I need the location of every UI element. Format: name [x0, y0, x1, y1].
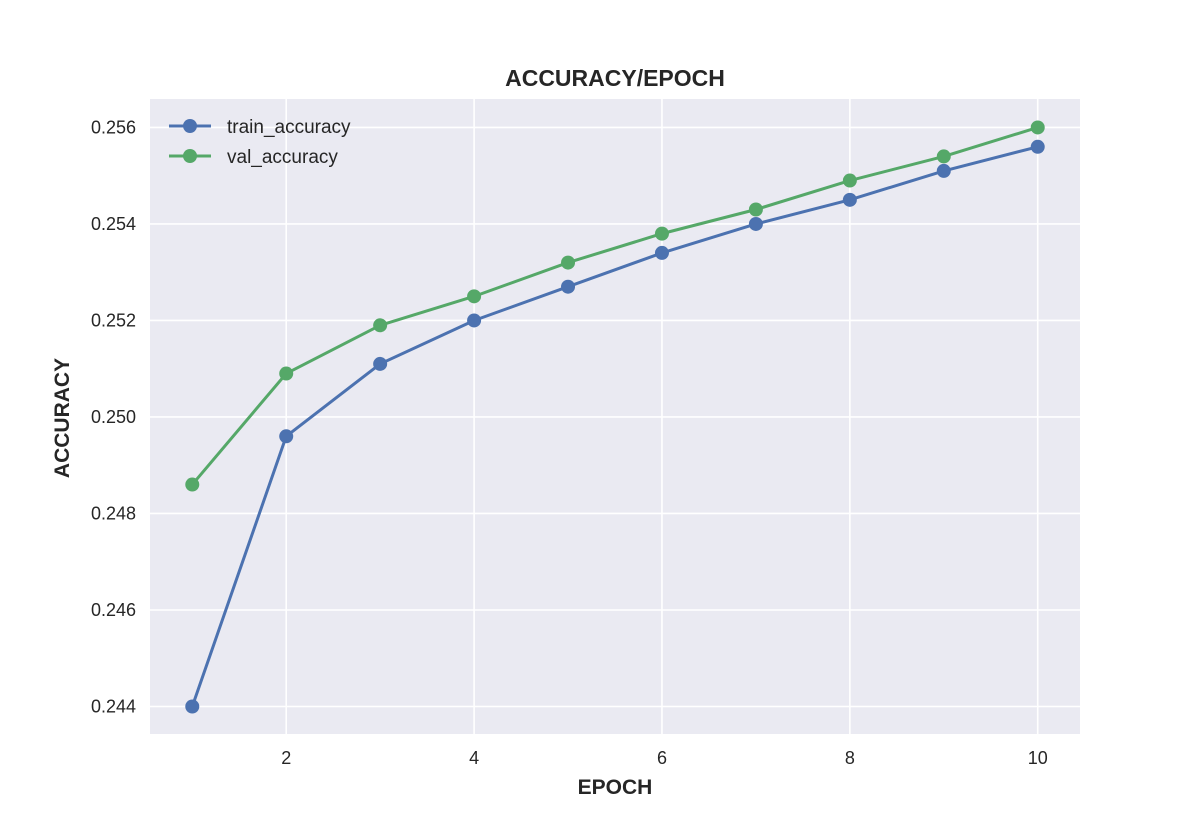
series-line-train-accuracy — [190, 145, 1040, 708]
y-tick-label: 0.246 — [91, 600, 136, 620]
x-tick-label: 6 — [657, 748, 667, 768]
data-point-val-accuracy — [467, 289, 482, 304]
legend-marker-val-accuracy — [183, 149, 197, 163]
data-point-train-accuracy — [842, 192, 857, 207]
data-point-val-accuracy — [373, 318, 388, 333]
data-point-train-accuracy — [748, 216, 763, 231]
data-point-train-accuracy — [654, 245, 669, 260]
data-point-train-accuracy — [279, 429, 294, 444]
y-tick-label: 0.244 — [91, 696, 136, 716]
tick-labels: 2 4 6 8 10 0.244 0.246 0.248 0.250 0.252 0.254 0.25… — [91, 117, 1048, 768]
data-point-val-accuracy — [842, 173, 857, 188]
legend-label-train-accuracy: train_accuracy — [227, 117, 351, 138]
series-line-val-accuracy — [190, 125, 1040, 487]
chart-title: ACCURACY/EPOCH — [505, 65, 725, 91]
data-point-train-accuracy — [373, 356, 388, 371]
series-layer — [185, 120, 1045, 714]
y-tick-label: 0.252 — [91, 310, 136, 330]
data-point-train-accuracy — [467, 313, 482, 328]
data-point-train-accuracy — [561, 279, 576, 294]
legend-item: train_accuracy — [169, 117, 351, 138]
series-train-accuracy — [185, 139, 1045, 714]
legend-label-val-accuracy: val_accuracy — [227, 147, 338, 168]
data-point-val-accuracy — [748, 202, 763, 217]
y-tick-label: 0.254 — [91, 214, 136, 234]
data-point-val-accuracy — [561, 255, 576, 270]
legend: train_accuracy val_accuracy — [169, 117, 351, 168]
series-val-accuracy — [185, 120, 1045, 492]
data-point-train-accuracy — [185, 699, 200, 714]
legend-item: val_accuracy — [169, 147, 338, 168]
data-point-val-accuracy — [1030, 120, 1045, 135]
data-point-train-accuracy — [936, 163, 951, 178]
x-tick-label: 10 — [1028, 748, 1048, 768]
data-point-train-accuracy — [1030, 139, 1045, 154]
x-tick-label: 8 — [845, 748, 855, 768]
y-tick-label: 0.248 — [91, 503, 136, 523]
x-axis-label: EPOCH — [578, 776, 653, 799]
y-tick-label: 0.250 — [91, 407, 136, 427]
data-point-val-accuracy — [279, 366, 294, 381]
grid-lines — [150, 99, 1080, 734]
data-point-val-accuracy — [654, 226, 669, 241]
y-axis-label: ACCURACY — [51, 358, 74, 478]
data-point-val-accuracy — [185, 477, 200, 492]
y-tick-label: 0.256 — [91, 117, 136, 137]
x-tick-label: 2 — [281, 748, 291, 768]
legend-marker-train-accuracy — [183, 119, 197, 133]
x-tick-label: 4 — [469, 748, 479, 768]
data-point-val-accuracy — [936, 149, 951, 164]
